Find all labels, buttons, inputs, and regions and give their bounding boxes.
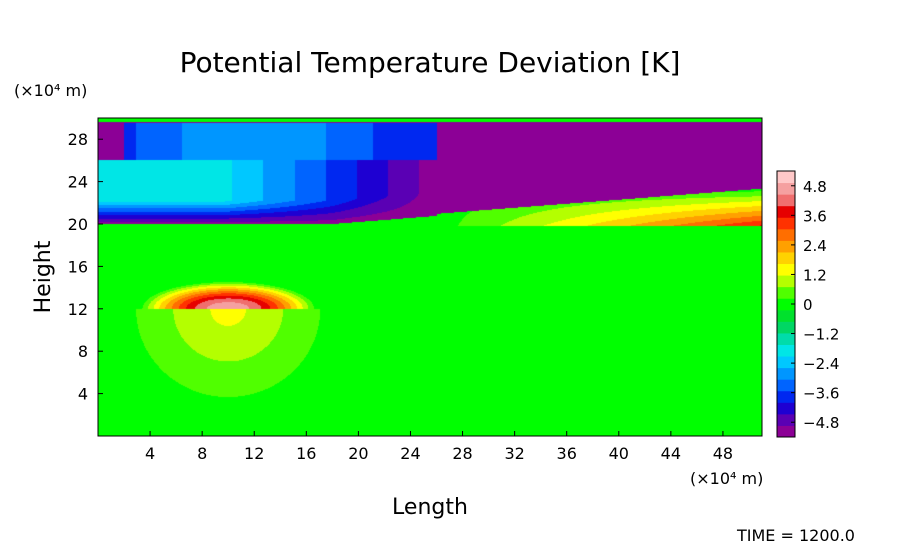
colorbar: 4.8 3.6 2.4 1.2 0 −1.2 −2.4 −3.6 −4.8 — [776, 170, 839, 438]
colorbar-swatch — [777, 194, 795, 207]
x-tick-label: 36 — [557, 444, 577, 463]
colorbar-tick-label: −2.4 — [803, 355, 839, 373]
colorbar-swatch — [777, 425, 795, 438]
y-tick-label: 4 — [78, 385, 88, 404]
x-tick-label: 44 — [661, 444, 681, 463]
colorbar-swatch — [777, 332, 795, 345]
x-axis-label: Length — [392, 495, 468, 520]
x-axis-ticks: 4 8 12 16 20 24 28 32 36 40 44 48 — [145, 431, 733, 463]
y-tick-label: 8 — [78, 342, 88, 361]
colorbar-swatch — [777, 240, 795, 253]
colorbar-swatch — [777, 205, 795, 218]
x-tick-label: 8 — [197, 444, 207, 463]
colorbar-swatch — [777, 286, 795, 299]
colorbar-swatch — [777, 390, 795, 403]
x-axis-unit: (×10⁴ m) — [690, 469, 763, 488]
y-axis-label: Height — [31, 240, 56, 313]
colorbar-swatch — [777, 298, 795, 311]
colorbar-swatch — [777, 367, 795, 380]
colorbar-tick-label: 0 — [803, 296, 813, 314]
colorbar-swatch — [777, 356, 795, 369]
y-axis-unit: (×10⁴ m) — [14, 81, 87, 100]
plot-frame — [97, 117, 763, 437]
y-tick-label: 16 — [68, 257, 88, 276]
y-tick-label: 24 — [68, 173, 88, 192]
y-axis-ticks: 4 8 12 16 20 24 28 — [68, 130, 103, 404]
x-tick-label: 12 — [244, 444, 264, 463]
y-tick-label: 12 — [68, 300, 88, 319]
colorbar-swatch — [777, 275, 795, 288]
colorbar-ticks: 4.8 3.6 2.4 1.2 0 −1.2 −2.4 −3.6 −4.8 — [791, 178, 839, 432]
x-tick-label: 40 — [609, 444, 629, 463]
colorbar-swatch — [777, 263, 795, 276]
colorbar-tick-label: −4.8 — [803, 414, 839, 432]
plot-area — [97, 117, 763, 437]
colorbar-tick-label: −3.6 — [803, 385, 839, 403]
x-tick-label: 32 — [504, 444, 524, 463]
x-tick-label: 20 — [348, 444, 368, 463]
y-tick-label: 28 — [68, 130, 88, 149]
colorbar-swatches — [777, 171, 795, 438]
colorbar-swatch — [777, 402, 795, 415]
time-label: TIME = 1200.0 — [736, 526, 855, 544]
colorbar-swatch — [777, 171, 795, 184]
x-tick-label: 24 — [400, 444, 420, 463]
colorbar-swatch — [777, 379, 795, 392]
colorbar-swatch — [777, 251, 795, 265]
colorbar-swatch — [777, 228, 795, 241]
chart-title: Potential Temperature Deviation [K] — [180, 46, 681, 79]
colorbar-swatch — [777, 217, 795, 230]
colorbar-swatch — [777, 309, 795, 322]
x-tick-label: 4 — [145, 444, 155, 463]
colorbar-tick-label: 2.4 — [803, 237, 827, 255]
colorbar-swatch — [777, 321, 795, 334]
colorbar-tick-label: 3.6 — [803, 207, 827, 225]
colorbar-swatch — [777, 344, 795, 357]
temperature-field — [98, 118, 762, 436]
colorbar-tick-label: −1.2 — [803, 326, 839, 344]
colorbar-tick-label: 4.8 — [803, 178, 827, 196]
colorbar-swatch — [777, 413, 795, 426]
x-tick-label: 48 — [713, 444, 733, 463]
colorbar-swatch — [777, 182, 795, 195]
x-tick-label: 28 — [452, 444, 472, 463]
y-tick-label: 20 — [68, 215, 88, 234]
colorbar-tick-label: 1.2 — [803, 266, 827, 284]
x-tick-label: 16 — [296, 444, 316, 463]
